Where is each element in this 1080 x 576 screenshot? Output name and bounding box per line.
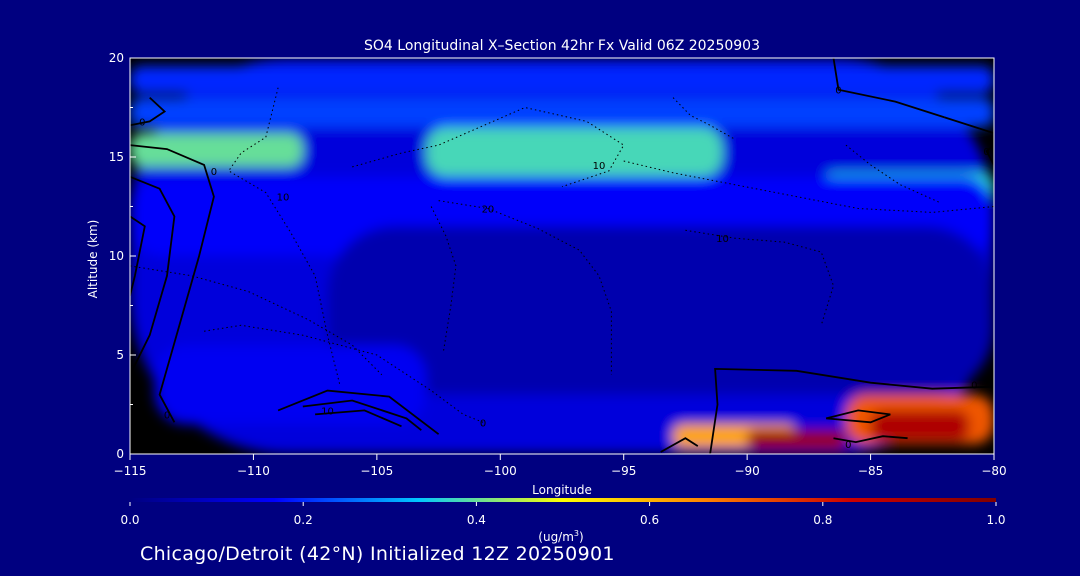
contour-line-solid [130, 215, 146, 296]
contour-line-dotted [227, 87, 341, 385]
field-region [130, 97, 994, 128]
y-tick-label: 15 [109, 150, 124, 164]
contour-line-dotted [204, 324, 484, 423]
field-region [747, 430, 846, 451]
contour-line-solid [944, 116, 994, 135]
x-tick-label: −115 [114, 464, 147, 478]
contour-line-solid [277, 389, 440, 435]
x-tick-label: −105 [360, 464, 393, 478]
colorbar-tick-label: 0.8 [813, 513, 832, 527]
colorbar-ticks: 0.0 0.2 0.4 0.6 0.8 1.0 [120, 502, 1006, 527]
x-axis-label: Longitude [532, 483, 592, 497]
contour-label: 0 [983, 147, 989, 158]
contour-line-dotted [685, 229, 835, 326]
so4-field [130, 58, 994, 454]
contour-label: 0 [971, 381, 977, 392]
contour-line-dotted [130, 265, 383, 376]
colorbar-unit-main: (ug/m [538, 530, 574, 544]
x-tick-label: −90 [734, 464, 759, 478]
contour-label: 0 [480, 418, 486, 429]
contour-line-solid [709, 367, 994, 454]
field-region [327, 226, 994, 395]
plot-area: 0 0 0 0 10 10 20 10 0 10 0 0 0 [129, 57, 995, 455]
contour-line-solid [302, 399, 422, 431]
field-region [130, 65, 994, 94]
field-region [426, 127, 723, 177]
contour-line-solid [130, 96, 167, 127]
y-axis: 0 5 10 15 20 [109, 51, 136, 461]
field-region [154, 345, 427, 425]
contour-line-dotted [623, 160, 994, 213]
colorbar: 0.0 0.2 0.4 0.6 0.8 1.0 (ug/m3) [120, 498, 1006, 544]
contour-line-solid [660, 437, 699, 453]
contour-label: 20 [482, 204, 495, 215]
contour-line-solid [833, 435, 908, 444]
contour-label: 10 [716, 234, 729, 245]
x-tick-label: −110 [237, 464, 270, 478]
colorbar-tick-label: 0.0 [120, 513, 139, 527]
contour-label: 0 [164, 410, 170, 421]
contour-label: 10 [321, 406, 334, 417]
colorbar-tick-label: 0.6 [640, 513, 659, 527]
contour-line-dotted [430, 206, 457, 352]
contour-line-solid [130, 175, 176, 376]
y-axis-label: Altitude (km) [86, 220, 100, 299]
contour-labels: 0 0 0 0 10 10 20 10 0 10 0 0 0 [139, 86, 990, 451]
contour-line-solid [825, 409, 891, 424]
colorbar-tick-label: 0.4 [467, 513, 486, 527]
y-tick-label: 5 [116, 348, 124, 362]
x-tick-label: −80 [981, 464, 1006, 478]
contour-line-dotted [352, 106, 625, 188]
y-tick-label: 20 [109, 51, 124, 65]
colorbar-unit-tail: ) [579, 530, 584, 544]
contour-line-dotted [438, 200, 612, 375]
colorbar-unit: (ug/m3) [538, 529, 583, 544]
contour-label: 0 [845, 440, 851, 451]
colorbar-ramp [130, 498, 996, 502]
x-tick-label: −85 [858, 464, 883, 478]
chart-title: SO4 Longitudinal X–Section 42hr Fx Valid… [364, 38, 760, 54]
contour-line-solid [315, 409, 402, 428]
field-region [130, 133, 303, 167]
y-tick-label: 0 [116, 447, 124, 461]
field-region [870, 410, 970, 443]
colorbar-tick-label: 1.0 [986, 513, 1005, 527]
contour-label: 0 [139, 117, 145, 128]
contour-label: 0 [211, 167, 217, 178]
contour-label: 10 [593, 161, 606, 172]
colorbar-unit-sup: 3 [574, 529, 579, 538]
contour-lines [130, 58, 994, 454]
x-axis: −115 −110 −105 −100 −95 −90 −85 −80 [114, 454, 1007, 478]
x-tick-label: −100 [484, 464, 517, 478]
footer-caption: Chicago/Detroit (42°N) Initialized 12Z 2… [140, 543, 615, 565]
contour-line-solid [985, 144, 994, 166]
contour-label: 0 [835, 86, 841, 97]
contour-label: 10 [277, 193, 290, 204]
colorbar-tick-label: 0.2 [294, 513, 313, 527]
contour-line-solid [130, 144, 215, 423]
x-tick-label: −95 [611, 464, 636, 478]
contour-line-solid [832, 58, 945, 119]
y-tick-label: 10 [109, 249, 124, 263]
